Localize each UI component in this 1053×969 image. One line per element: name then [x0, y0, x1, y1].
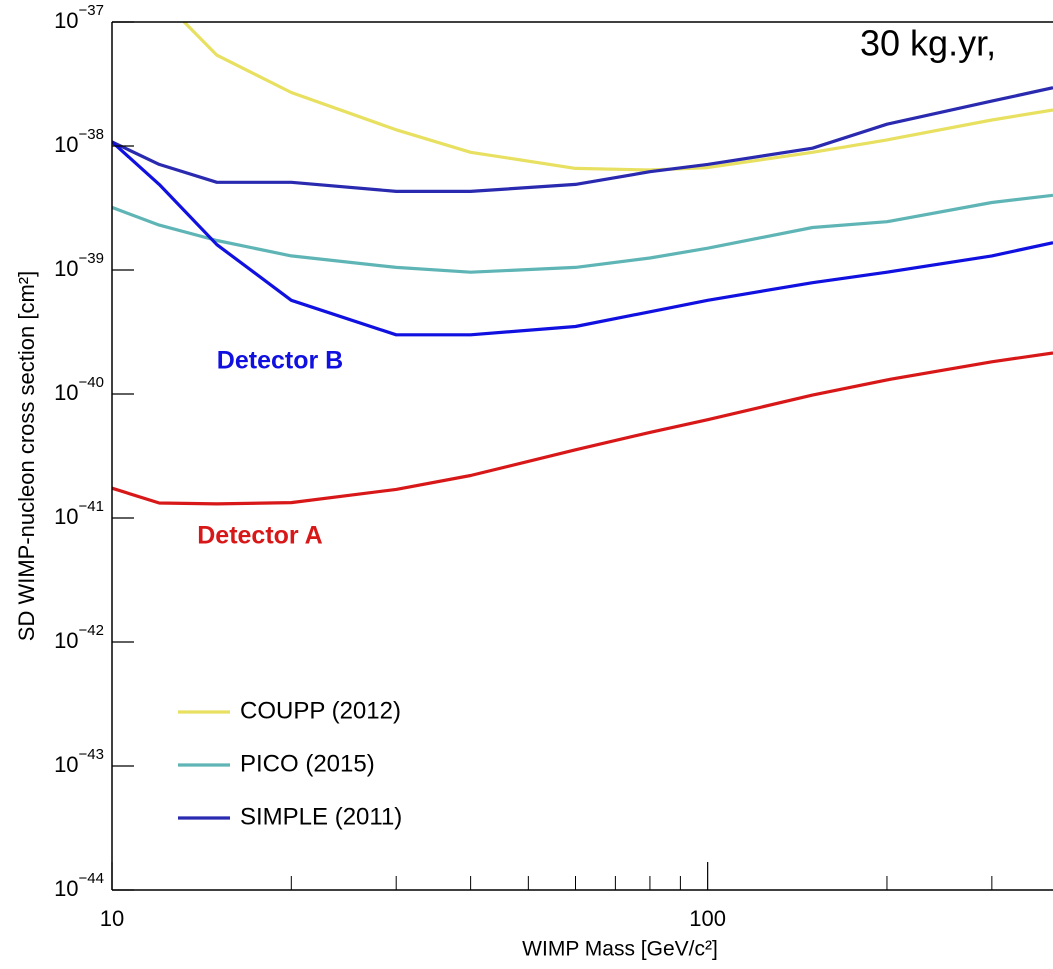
plot-area: [112, 22, 1053, 506]
series-line: [112, 351, 1053, 506]
x-tick-label: 10: [100, 906, 124, 931]
y-tick-label: 10−40: [54, 374, 104, 405]
y-tick-label: 10−41: [54, 498, 104, 529]
series-line: [112, 86, 1053, 193]
y-tick-label: 10−39: [54, 250, 104, 281]
legend-label: SIMPLE (2011): [240, 803, 402, 830]
x-tick-label: 100: [689, 906, 726, 931]
legend-label: PICO (2015): [240, 750, 375, 777]
legend-label: COUPP (2012): [240, 697, 401, 724]
y-tick-label: 10−38: [54, 126, 104, 157]
series-label: Detector A: [197, 522, 323, 550]
y-tick-label: 10−43: [54, 746, 104, 777]
y-axis-title: SD WIMP-nucleon cross section [cm²]: [14, 271, 39, 641]
y-tick-label: 10−44: [54, 870, 104, 901]
series-line: [112, 140, 1053, 337]
y-tick-label: 10−37: [54, 2, 104, 33]
series-line: [112, 193, 1053, 274]
x-axis-title: WIMP Mass [GeV/c²]: [522, 938, 718, 961]
series-label: Detector B: [217, 347, 343, 375]
y-tick-label: 10−42: [54, 622, 104, 653]
series-line: [181, 22, 1053, 172]
annotation: 30 kg.yr,: [860, 23, 996, 64]
